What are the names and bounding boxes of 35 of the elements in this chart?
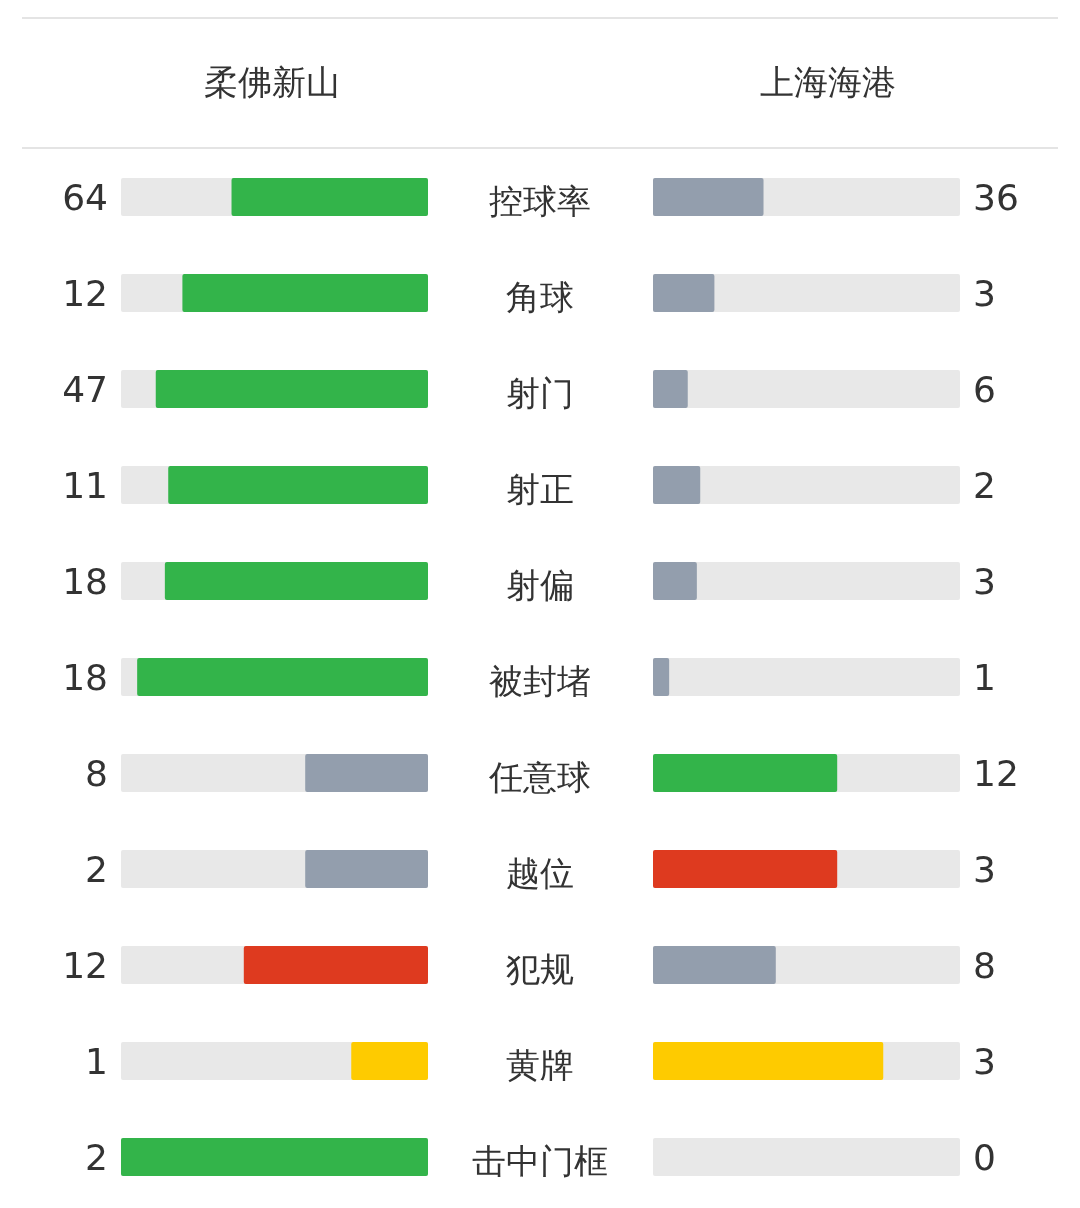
data-label: 3 <box>973 561 996 602</box>
category-label: 任意球 <box>488 757 591 797</box>
data-label: 11 <box>62 465 108 506</box>
text: 柔佛新山 <box>204 62 340 102</box>
text: 上海海港 <box>760 62 896 102</box>
data-label: 2 <box>85 849 108 890</box>
category-label: 射正 <box>506 469 574 509</box>
data-label: 18 <box>62 657 108 698</box>
data-label: 12 <box>973 753 1019 794</box>
category-label: 控球率 <box>489 181 591 221</box>
category-label: 黄牌 <box>506 1045 574 1085</box>
category-label: 犯规 <box>506 949 574 989</box>
category-label: 射偏 <box>506 565 574 605</box>
data-label: 64 <box>62 177 108 218</box>
data-label: 36 <box>973 177 1019 218</box>
data-label: 0 <box>973 1137 996 1178</box>
data-label: 3 <box>973 849 996 890</box>
data-label: 12 <box>62 945 108 986</box>
data-label: 1 <box>85 1041 108 1082</box>
data-label: 12 <box>62 273 108 314</box>
data-label: 47 <box>62 369 108 410</box>
category-label: 射门 <box>506 373 574 413</box>
data-label: 1 <box>973 657 996 698</box>
data-label: 2 <box>85 1137 108 1178</box>
category-label: 角球 <box>506 277 574 317</box>
category-label: 被封堵 <box>489 661 591 701</box>
data-label: 6 <box>973 369 996 410</box>
data-label: 8 <box>85 753 108 794</box>
category-label: 越位 <box>506 853 574 893</box>
data-label: 8 <box>973 945 996 986</box>
data-label: 18 <box>62 561 108 602</box>
data-label: 3 <box>973 1041 996 1082</box>
data-label: 2 <box>973 465 996 506</box>
data-label: 3 <box>973 273 996 314</box>
category-label: 击中门框 <box>472 1141 608 1181</box>
